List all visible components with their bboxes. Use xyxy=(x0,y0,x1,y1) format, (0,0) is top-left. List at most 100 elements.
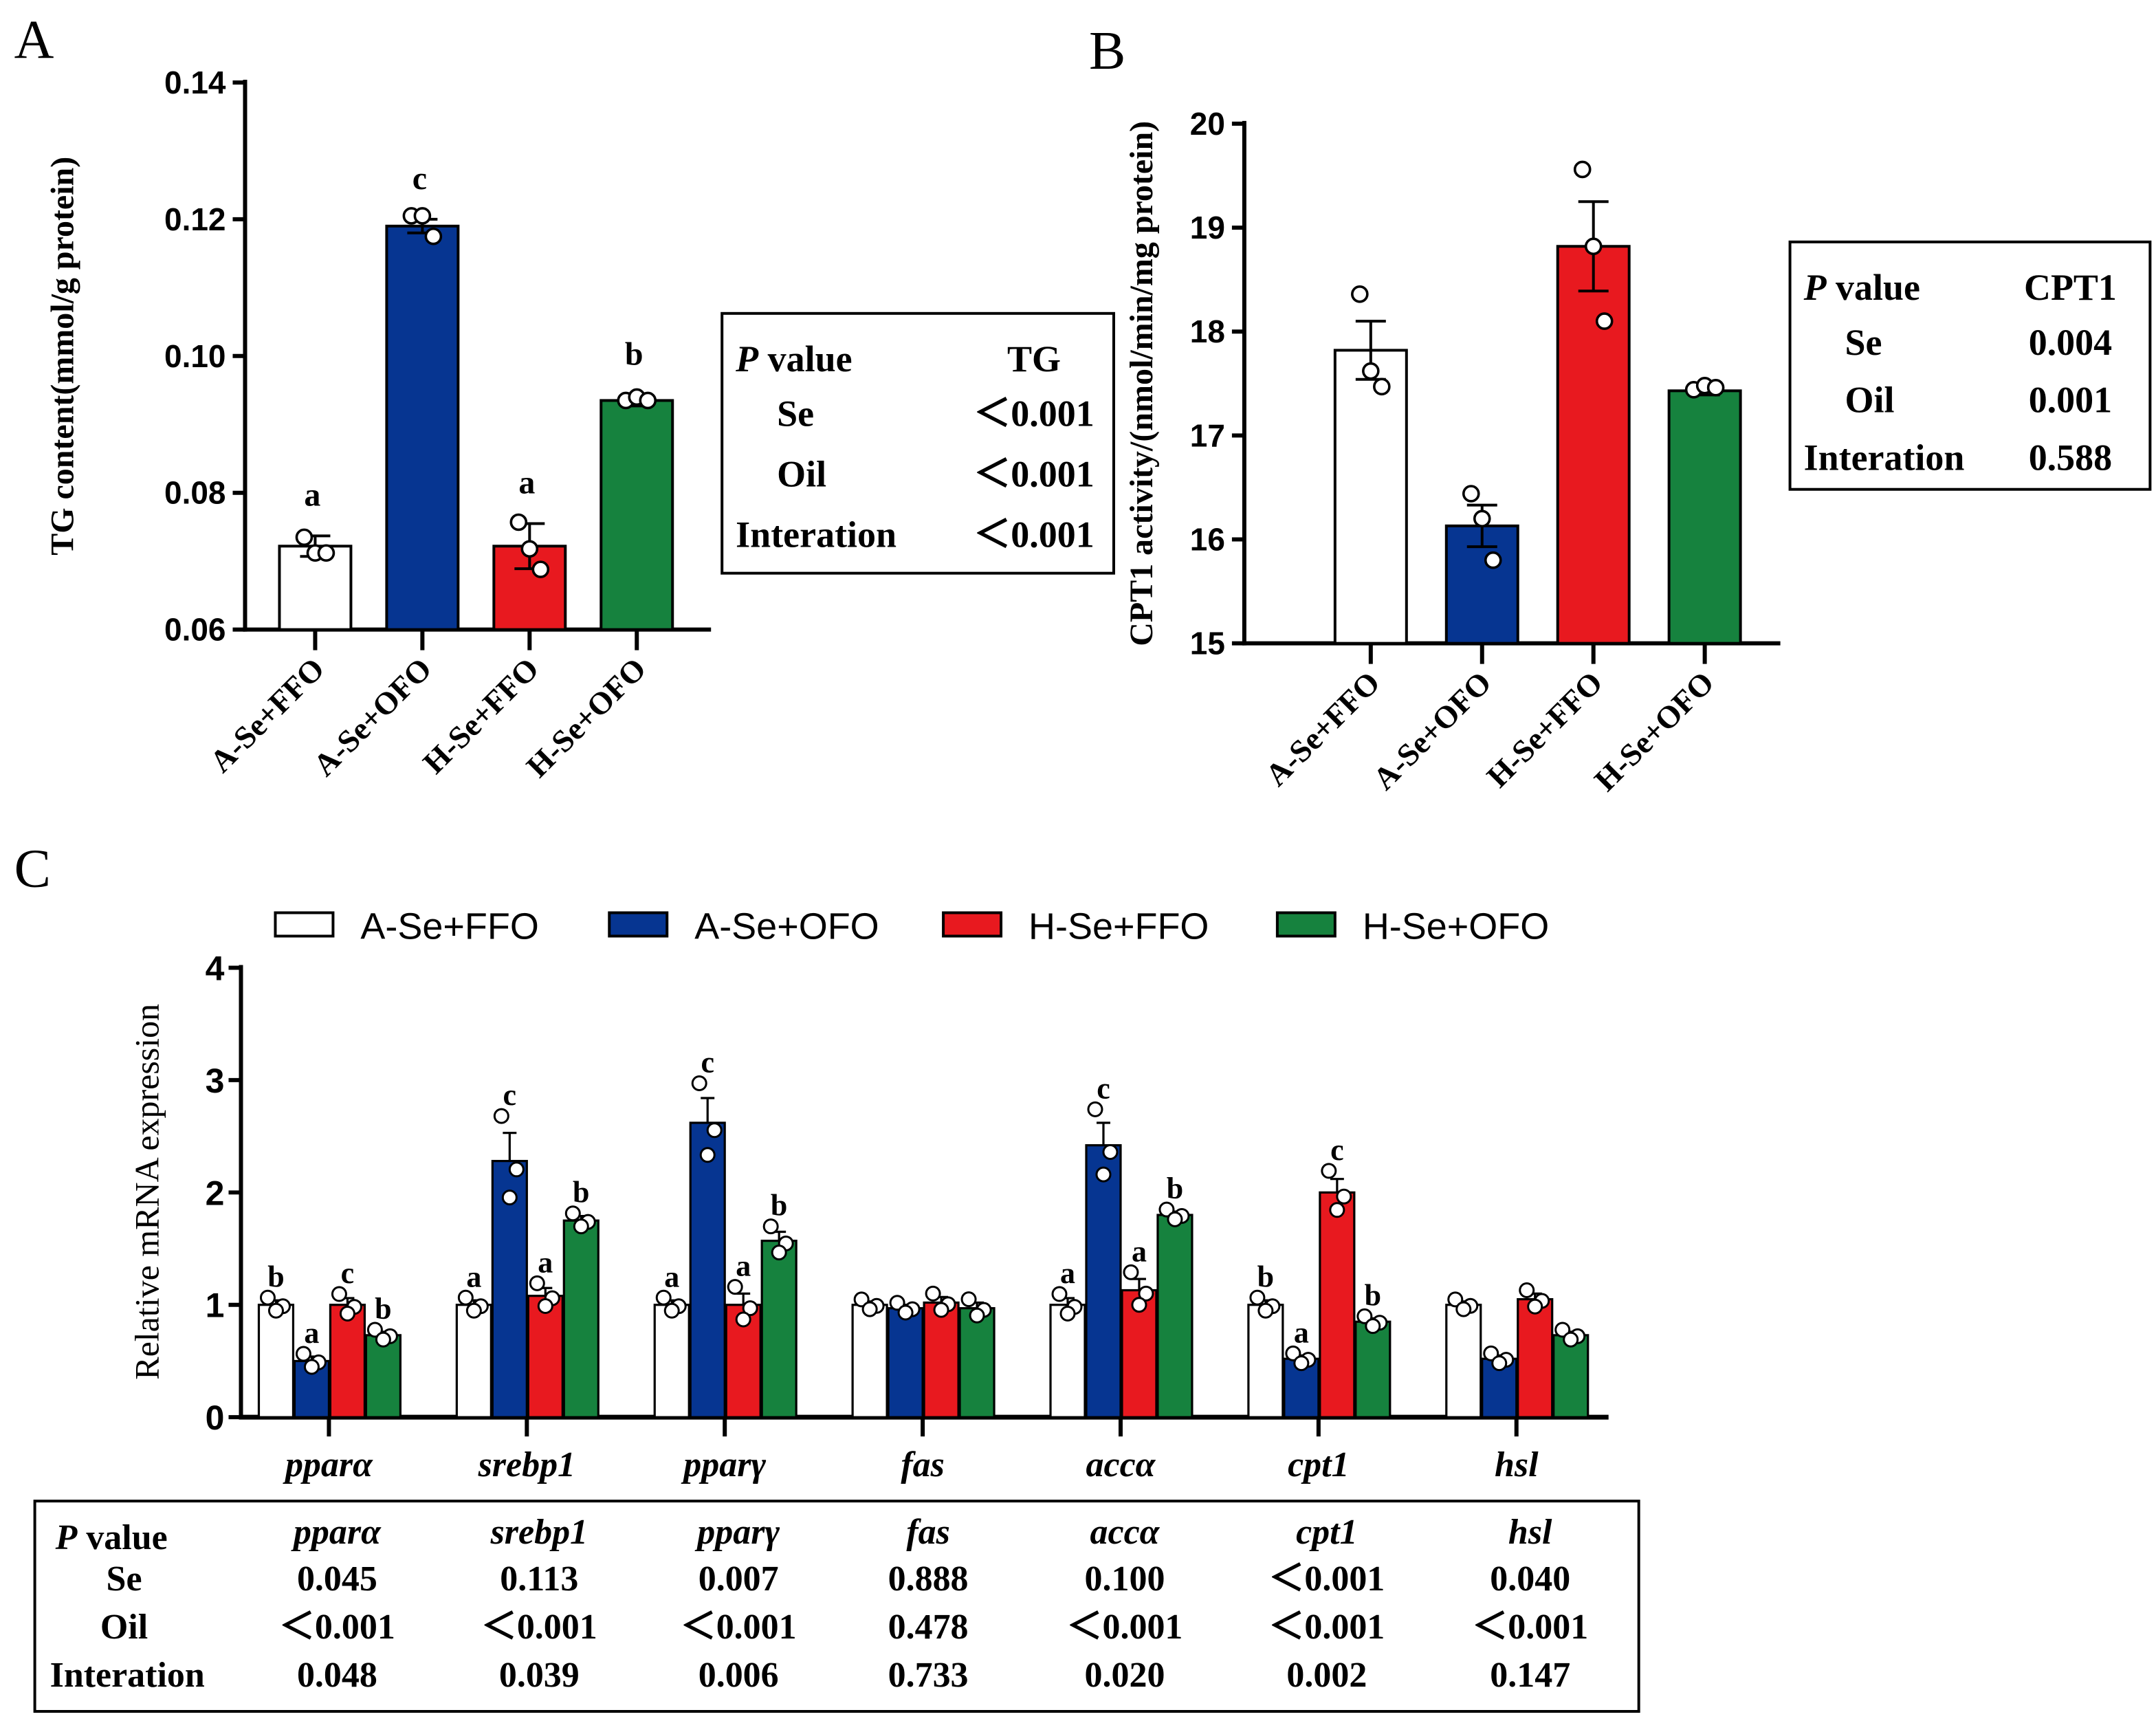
pvalue-table xyxy=(1788,240,2152,491)
data-point xyxy=(771,1245,787,1261)
pvalue-cell: ＜0.001 xyxy=(974,393,1094,435)
data-point xyxy=(691,1075,707,1091)
legend-swatch xyxy=(274,911,335,938)
pvalue-cell: 0.147 xyxy=(1490,1656,1570,1695)
data-point xyxy=(1373,377,1391,396)
bar xyxy=(1319,1191,1356,1418)
bar xyxy=(1445,1304,1482,1418)
pvalue-cell: ＜0.001 xyxy=(974,514,1094,556)
pvalue-row-label: Interation xyxy=(736,514,896,556)
significance-letter: b xyxy=(625,336,644,373)
data-point xyxy=(1329,1202,1345,1218)
pvalue-cell: ＜0.001 xyxy=(974,454,1094,495)
significance-letter: c xyxy=(412,160,427,197)
data-point xyxy=(366,1322,383,1338)
data-point xyxy=(1554,1322,1571,1338)
data-point xyxy=(508,1161,525,1178)
data-point xyxy=(1527,1298,1543,1315)
y-tick-label: 18 xyxy=(1190,314,1225,349)
y-tick-label: 16 xyxy=(1190,521,1225,557)
pvalue-header-gene: cpt1 xyxy=(1296,1513,1357,1552)
significance-letter: c xyxy=(341,1256,355,1290)
data-point xyxy=(699,1147,716,1163)
pvalue-header-measure: CPT1 xyxy=(2024,267,2117,308)
data-point xyxy=(1321,1163,1337,1179)
pvalue-row-label: Oil xyxy=(777,454,826,495)
x-tick-label: A-Se+OFO xyxy=(1366,665,1498,797)
data-point xyxy=(573,1218,589,1235)
data-point xyxy=(960,1291,977,1308)
pvalue-header-gene: pparα xyxy=(291,1513,382,1552)
significance-letter: a xyxy=(736,1249,751,1283)
bar xyxy=(1049,1304,1086,1418)
pvalue-row-label: Se xyxy=(1845,322,1882,363)
data-point xyxy=(509,513,528,531)
data-point xyxy=(1138,1285,1154,1302)
pvalue-header: P value xyxy=(55,1518,168,1557)
bar xyxy=(1667,389,1742,645)
pvalue-row-label: Se xyxy=(107,1559,142,1599)
bar xyxy=(851,1304,888,1418)
y-tick-label: 0.14 xyxy=(164,65,226,100)
pvalue-header-gene: accα xyxy=(1090,1513,1160,1552)
data-point xyxy=(1519,1282,1535,1298)
pvalue-cell: 0.040 xyxy=(1490,1559,1570,1599)
data-point xyxy=(267,1302,284,1319)
data-point xyxy=(520,540,539,558)
significance-letter: a xyxy=(466,1260,481,1293)
data-point xyxy=(259,1289,276,1306)
pvalue-cell: ＜0.001 xyxy=(1067,1608,1183,1647)
data-point xyxy=(1584,237,1603,256)
y-tick-label: 15 xyxy=(1190,626,1225,661)
pvalue-cell: 0.733 xyxy=(888,1656,969,1695)
data-point xyxy=(295,1346,311,1362)
panel-b-chart: 15 16 17 18 19 20 CPT1 activity/(nmol/min/mg p… xyxy=(1123,106,2152,798)
data-point xyxy=(1483,1345,1499,1361)
panel-c-chart: A-Se+FFO A-Se+OFO H-Se+FFO H-Se+OFO 0 1 2 3 4 Rel… xyxy=(33,906,1640,1713)
significance-letter: c xyxy=(503,1078,517,1112)
y-tick-label: 1 xyxy=(206,1286,225,1325)
data-point xyxy=(1706,379,1725,397)
data-point xyxy=(1351,285,1369,303)
legend-label: H-Se+FFO xyxy=(1028,906,1209,947)
pvalue-header: P value xyxy=(1803,267,1920,308)
significance-letter: c xyxy=(1097,1071,1110,1105)
panel-a-chart: 0.06 0.08 0.10 0.12 0.14 TG content(mmol/g pr… xyxy=(45,65,1115,784)
x-tick-label: accα xyxy=(1086,1445,1156,1484)
bar xyxy=(527,1295,564,1418)
y-axis-label: CPT1 activity/(nmol/min/mg protein) xyxy=(1123,121,1160,646)
y-tick-label: 0.12 xyxy=(164,201,226,237)
pvalue-row-label: Oil xyxy=(100,1608,148,1647)
pvalue-cell: 0.888 xyxy=(888,1559,969,1599)
data-point xyxy=(1131,1297,1147,1313)
bar xyxy=(455,1304,492,1418)
significance-letter: a xyxy=(518,464,535,501)
data-point xyxy=(925,1285,941,1302)
data-point xyxy=(465,1302,482,1319)
data-point xyxy=(969,1307,985,1324)
data-point xyxy=(457,1289,474,1306)
data-point xyxy=(1059,1305,1076,1322)
data-point xyxy=(413,207,432,225)
significance-letter: b xyxy=(1257,1260,1274,1293)
y-axis-label: TG content(mmol/g protein) xyxy=(45,157,81,556)
legend-label: A-Se+OFO xyxy=(694,906,879,947)
y-axis-label: Relative mRNA expression xyxy=(128,1004,166,1380)
data-point xyxy=(1257,1302,1274,1319)
data-point xyxy=(706,1122,723,1139)
significance-letter: c xyxy=(701,1045,714,1079)
significance-letter: b xyxy=(1365,1278,1381,1312)
x-tick-label: pparγ xyxy=(681,1445,766,1484)
data-point xyxy=(1123,1264,1139,1280)
data-point xyxy=(1087,1101,1103,1117)
pvalue-cell: 0.004 xyxy=(2029,322,2112,363)
panel-label-b: B xyxy=(1089,21,1125,81)
bar xyxy=(385,224,460,631)
data-point xyxy=(1484,551,1502,569)
x-tick-label: fas xyxy=(901,1445,945,1484)
data-point xyxy=(1491,1355,1508,1372)
data-point xyxy=(1293,1355,1310,1372)
pvalue-cell: 0.007 xyxy=(698,1559,779,1599)
bar xyxy=(600,399,674,631)
